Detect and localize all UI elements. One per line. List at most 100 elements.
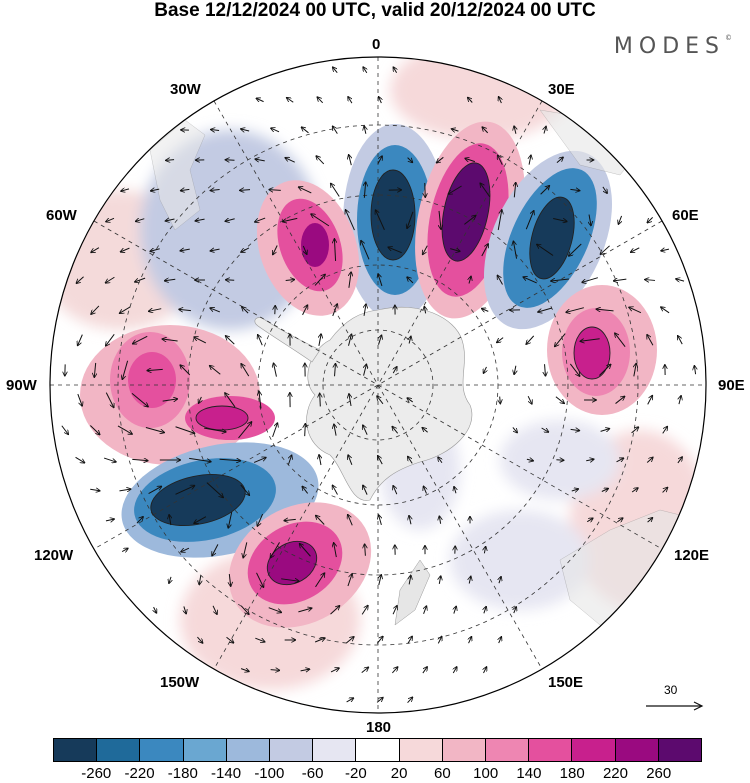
wind-vector (376, 210, 385, 231)
wind-vector (319, 455, 321, 466)
wind-vector (631, 247, 640, 252)
wind-vector (566, 307, 584, 313)
wind-vector (148, 486, 162, 494)
wind-vector (529, 155, 531, 165)
lon-label-150e: 150E (548, 674, 584, 691)
colorbar-bin-0 (54, 739, 97, 761)
wind-vector (392, 606, 397, 615)
wind-vector (61, 425, 68, 435)
lon-label-90e: 90E (718, 377, 745, 394)
wind-vector (541, 427, 549, 432)
wind-vector (91, 305, 100, 314)
wind-vector (481, 244, 488, 257)
wind-vector (500, 396, 501, 404)
wind-vector (631, 488, 638, 493)
wind-vector (514, 365, 516, 374)
wind-vector (454, 487, 456, 494)
wind-vector (210, 308, 221, 313)
wind-vector (316, 156, 325, 165)
wind-vector (136, 219, 145, 222)
wind-vector (199, 575, 201, 585)
wind-vector (570, 189, 579, 190)
wind-vector (103, 457, 116, 462)
wind-vector (393, 486, 398, 495)
wind-vector (540, 186, 550, 195)
wind-vector (194, 516, 207, 524)
wind-vector (347, 574, 352, 587)
wind-vector (175, 426, 195, 433)
wind-vector (379, 335, 382, 345)
wind-vector (526, 335, 535, 344)
south-america-tip (149, 119, 206, 231)
wind-vector (305, 424, 306, 437)
wind-vector (331, 184, 340, 197)
wind-vector (330, 668, 339, 673)
anomaly-pos-20e-core (442, 162, 490, 262)
wind-vector (345, 637, 354, 644)
wind-vector (537, 244, 554, 256)
lon-label-150w: 150W (160, 674, 200, 691)
wind-vector (378, 274, 383, 287)
wind-vector (346, 698, 354, 703)
wind-vector (661, 307, 670, 314)
wind-vector (194, 337, 207, 344)
wind-vector (226, 636, 234, 643)
wind-vector (180, 365, 191, 376)
wind-vector (332, 304, 337, 317)
wind-vector (424, 606, 427, 615)
wind-vector (647, 396, 653, 405)
wind-vector (617, 518, 622, 522)
wind-vector (662, 427, 668, 434)
wind-vector (526, 459, 533, 461)
colorbar-bin-14 (657, 739, 702, 761)
wind-vector (106, 276, 115, 283)
wind-vector (361, 667, 369, 674)
wind-vector (149, 309, 162, 312)
wind-vector (256, 98, 264, 101)
wind-vector (514, 126, 516, 134)
wind-vector (376, 637, 383, 644)
wind-vector (255, 637, 264, 642)
wind-vector (94, 362, 95, 377)
wind-vector (241, 364, 250, 377)
wind-vector (300, 669, 310, 671)
wind-vector (647, 518, 653, 523)
anomaly-neg-110w-core (150, 474, 246, 526)
wind-vector (454, 606, 456, 614)
wind-vector (378, 456, 383, 465)
wind-vector (647, 335, 654, 346)
wind-vector (571, 489, 578, 491)
wind-vector (135, 277, 146, 282)
wind-vector (438, 637, 441, 644)
wind-vector (330, 606, 340, 615)
wind-vector (302, 245, 306, 254)
lon-label-180: 180 (366, 719, 392, 736)
polar-map (49, 56, 707, 714)
wind-vector (361, 606, 368, 615)
wind-vector (437, 156, 444, 162)
wind-vector (121, 189, 130, 191)
wind-vector (333, 126, 338, 134)
wind-vector (240, 669, 249, 672)
colorbar-bin-5 (269, 739, 313, 761)
map-disk (50, 57, 706, 713)
wind-vector (513, 241, 518, 259)
wind-vector (480, 183, 491, 198)
wind-vector (393, 67, 396, 74)
lon-label-60e: 60E (672, 207, 699, 224)
wind-vector (409, 576, 411, 585)
wind-vector (407, 637, 412, 644)
wind-vector (484, 607, 486, 614)
wind-vector (76, 276, 84, 283)
wind-vector (257, 513, 264, 526)
colorbar-bin-6 (312, 739, 356, 761)
lon-label-60w: 60W (46, 207, 77, 224)
wind-vector (645, 280, 656, 281)
wind-vector (229, 573, 230, 586)
wind-vector (465, 158, 476, 163)
wind-vector (199, 396, 202, 403)
wind-vector (407, 398, 414, 402)
colorbar-label: 260 (646, 765, 672, 782)
wind-vector (363, 425, 368, 435)
wind-vector (195, 219, 205, 221)
